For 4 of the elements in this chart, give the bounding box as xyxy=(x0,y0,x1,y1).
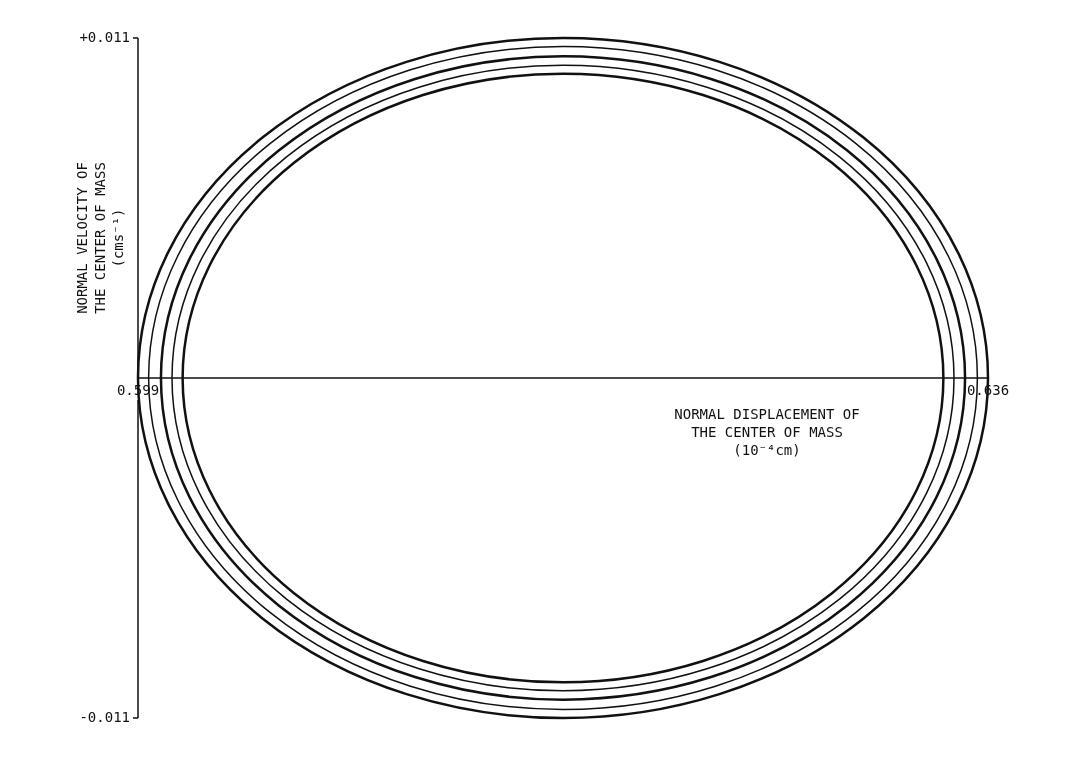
x-axis-title: NORMAL DISPLACEMENT OF THE CENTER OF MASS (10⁻⁴cm) xyxy=(674,405,860,458)
y-tick-label: -0.011 xyxy=(79,708,130,725)
y-tick-label: +0.011 xyxy=(79,28,130,45)
y-axis-title: NORMAL VELOCITY OF THE CENTER OF MASS (cms⁻¹) xyxy=(73,162,126,314)
